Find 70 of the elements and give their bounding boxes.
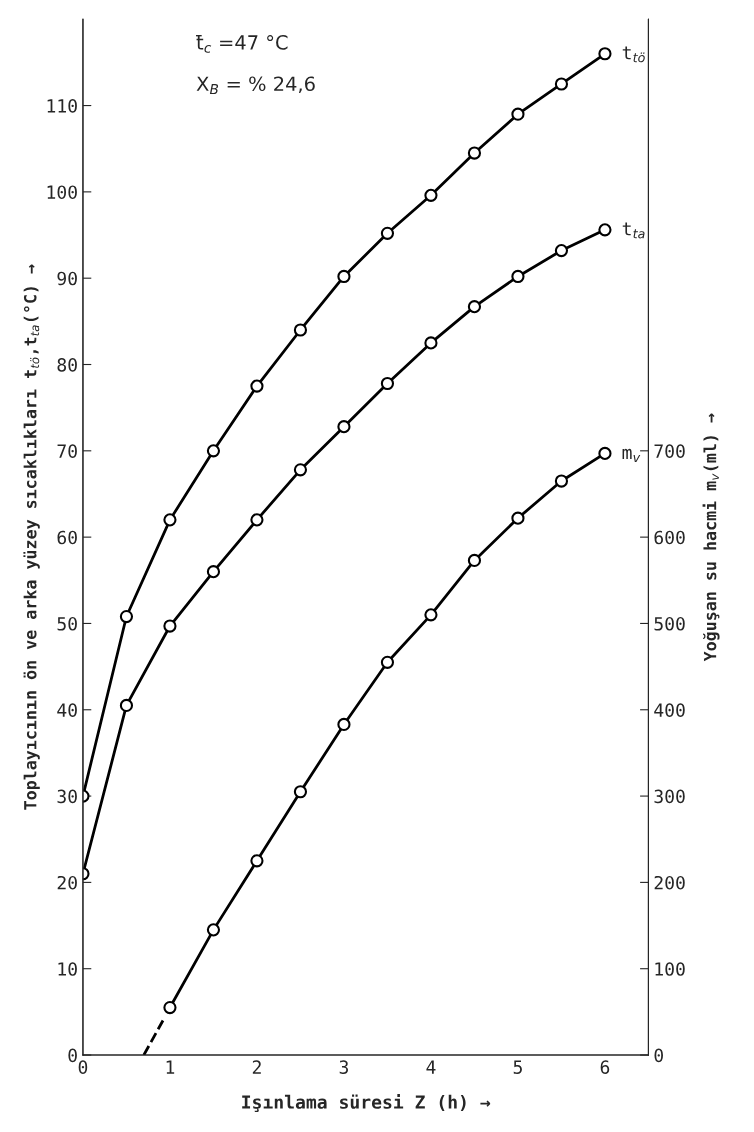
point — [424, 188, 438, 202]
y2-axis-title: Yoğuşan su hacmi m$_{v}$(ml) → — [702, 413, 720, 662]
annotation: X$_{B}$ = % 24,6 — [196, 76, 315, 95]
y-tick-label: 110 — [47, 99, 77, 113]
point — [467, 146, 482, 160]
point — [511, 269, 525, 284]
point — [293, 785, 308, 799]
y2-tick-label: 500 — [654, 616, 685, 631]
point — [337, 717, 351, 732]
y-tick-label: 100 — [47, 185, 77, 200]
point — [380, 655, 395, 669]
y2-tick-label: 400 — [654, 703, 685, 717]
point — [163, 513, 177, 527]
point — [163, 619, 177, 633]
point — [554, 474, 569, 488]
y2-tick-label: 0 — [654, 1048, 663, 1063]
point — [598, 223, 612, 237]
series-label: m$_{v}$ — [622, 448, 641, 462]
annotation: t̄$_{c}$ =47 °C — [196, 34, 288, 53]
y2-tick-label: 700 — [654, 444, 685, 458]
series-label: t$_{tö}$ — [622, 46, 645, 63]
x-tick-label: 4 — [426, 1060, 436, 1074]
point — [467, 553, 482, 568]
y-tick-label: 10 — [58, 962, 77, 976]
x-tick-label: 1 — [166, 1060, 175, 1074]
y2-tick-label: 300 — [654, 789, 685, 804]
y-tick-label: 0 — [68, 1048, 77, 1063]
y-tick-label: 20 — [57, 875, 77, 890]
point — [554, 243, 569, 258]
point — [511, 511, 525, 525]
point — [250, 854, 264, 868]
point — [598, 47, 612, 61]
point — [206, 444, 221, 458]
y-tick-label: 90 — [57, 271, 77, 286]
point — [250, 513, 264, 527]
point — [511, 107, 525, 121]
point — [206, 565, 221, 579]
x-tick-label: 2 — [252, 1060, 261, 1074]
point — [293, 323, 308, 337]
point — [293, 463, 308, 477]
y-tick-label: 80 — [57, 358, 77, 372]
point — [119, 609, 134, 624]
point — [119, 698, 134, 713]
x-tick-label: 3 — [339, 1060, 349, 1074]
point — [206, 923, 221, 937]
point — [424, 336, 438, 350]
x-axis-title: Işınlama süresi Z (h) → — [242, 1093, 491, 1113]
y-axis-title: Toplayıcının ön ve arka yüzey sıcaklıkları t$_{tö}$,t$_{ta}$(°C) → — [23, 264, 40, 810]
point — [467, 300, 482, 314]
point — [380, 226, 395, 240]
x-tick-label: 6 — [600, 1060, 610, 1074]
point — [337, 420, 351, 434]
point — [424, 608, 438, 622]
point — [598, 446, 612, 460]
point — [554, 77, 569, 91]
x-tick-label: 0 — [78, 1060, 88, 1074]
y2-tick-label: 200 — [654, 875, 685, 890]
y-tick-label: 40 — [57, 703, 77, 717]
y-tick-label: 30 — [57, 789, 77, 804]
point — [163, 1000, 177, 1015]
y-tick-label: 50 — [57, 616, 77, 631]
y-tick-label: 70 — [57, 444, 77, 458]
point — [337, 269, 351, 284]
x-tick-label: 5 — [513, 1060, 522, 1074]
y2-tick-label: 100 — [655, 962, 685, 976]
series-label: t$_{ta}$ — [622, 222, 645, 239]
y2-tick-label: 600 — [654, 530, 685, 545]
point — [380, 376, 395, 391]
y-tick-label: 60 — [57, 530, 77, 545]
point — [250, 379, 264, 393]
